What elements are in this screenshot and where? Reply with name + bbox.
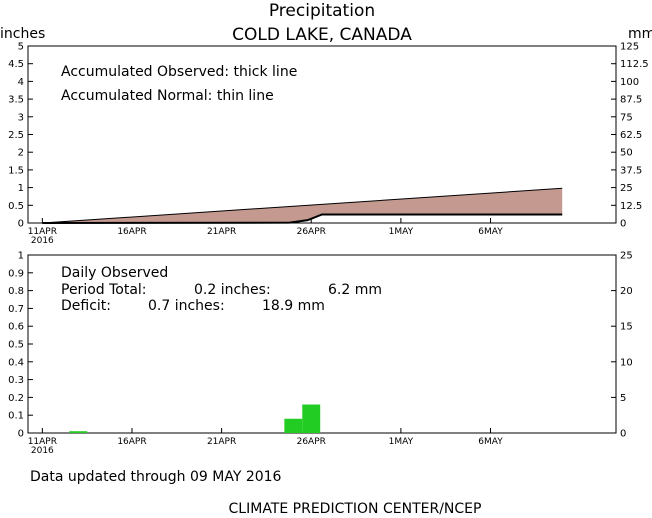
chart-title: Precipitation (269, 1, 375, 21)
acc-left-tick-label: 0.5 (8, 201, 24, 212)
daily-x-tick-label: 26APR (297, 437, 326, 447)
daily-x-tick-label: 6MAY (478, 437, 503, 447)
annotation-observed: Accumulated Observed: thick line (61, 64, 297, 80)
acc-left-tick-label: 2.5 (8, 130, 24, 141)
daily-bar (69, 431, 88, 433)
daily-panel: 00.10.20.30.40.50.60.70.80.9105101520251… (8, 251, 633, 457)
deficit-label: Deficit: (61, 298, 111, 314)
daily-right-tick-label: 15 (620, 322, 633, 333)
daily-left-tick-label: 1 (18, 251, 24, 262)
acc-left-tick-label: 3.5 (8, 95, 24, 106)
annotation-normal: Accumulated Normal: thin line (61, 88, 274, 104)
deficit-mm: 18.9 mm (262, 298, 325, 314)
chart-location: COLD LAKE, CANADA (232, 25, 412, 45)
daily-left-tick-label: 0.4 (8, 357, 24, 368)
daily-right-tick-label: 5 (620, 393, 626, 404)
acc-left-tick-label: 1.5 (8, 165, 24, 176)
acc-left-tick-label: 4.5 (8, 59, 24, 70)
period-total-mm: 6.2 mm (328, 282, 382, 298)
accumulated-panel: 00.511.522.533.544.55012.52537.55062.575… (8, 42, 649, 247)
daily-left-tick-label: 0 (18, 429, 24, 440)
daily-right-tick-label: 20 (620, 286, 633, 297)
daily-left-tick-label: 0.8 (8, 286, 24, 297)
accumulated-observed-line (42, 213, 563, 224)
acc-right-tick-label: 112.5 (620, 59, 649, 70)
daily-observed-title: Daily Observed (61, 265, 168, 281)
deficit-inches: 0.7 inches: (148, 298, 225, 314)
acc-right-tick-label: 100 (620, 77, 639, 88)
acc-right-tick-label: 75 (620, 112, 633, 123)
acc-right-tick-label: 125 (620, 42, 639, 53)
daily-x-tick-label: 21APR (207, 437, 236, 447)
credit-footer: CLIMATE PREDICTION CENTER/NCEP (229, 501, 482, 517)
daily-right-tick-label: 25 (620, 251, 633, 262)
acc-left-tick-label: 4 (18, 77, 24, 88)
acc-left-tick-label: 1 (18, 183, 24, 194)
acc-x-year-label: 2016 (31, 236, 54, 246)
daily-x-tick-label: 16APR (117, 437, 146, 447)
daily-x-tick-label: 1MAY (389, 437, 414, 447)
acc-x-tick-label: 21APR (207, 227, 236, 237)
period-total-label: Period Total: (61, 282, 147, 298)
acc-left-tick-label: 2 (18, 148, 24, 159)
acc-x-tick-label: 26APR (297, 227, 326, 237)
updated-footer: Data updated through 09 MAY 2016 (30, 469, 282, 485)
acc-x-tick-label: 16APR (117, 227, 146, 237)
acc-right-tick-label: 0 (620, 219, 626, 230)
acc-right-tick-label: 37.5 (620, 165, 642, 176)
daily-left-tick-label: 0.5 (8, 340, 24, 351)
acc-right-tick-label: 62.5 (620, 130, 642, 141)
daily-left-tick-label: 0.3 (8, 375, 24, 386)
daily-bar (302, 404, 321, 433)
daily-right-tick-label: 10 (620, 357, 633, 368)
daily-left-tick-label: 0.9 (8, 268, 24, 279)
acc-right-tick-label: 25 (620, 183, 633, 194)
acc-left-tick-label: 5 (18, 42, 24, 53)
period-total-inches: 0.2 inches: (194, 282, 271, 298)
acc-x-tick-label: 6MAY (478, 227, 503, 237)
acc-right-tick-label: 50 (620, 148, 633, 159)
daily-right-tick-label: 0 (620, 429, 626, 440)
daily-left-tick-label: 0.2 (8, 393, 24, 404)
units-left-label: inches (0, 26, 45, 42)
daily-left-tick-label: 0.6 (8, 322, 24, 333)
daily-bar (284, 418, 303, 433)
acc-x-tick-label: 1MAY (389, 227, 414, 237)
daily-left-tick-label: 0.1 (8, 411, 24, 422)
acc-left-tick-label: 3 (18, 112, 24, 123)
accumulated-normal-line (42, 187, 563, 224)
acc-right-tick-label: 12.5 (620, 201, 642, 212)
units-right-label: mm (628, 26, 652, 42)
acc-left-tick-label: 0 (18, 219, 24, 230)
acc-x-tick-label: 11APR (28, 227, 57, 237)
daily-x-tick-label: 11APR (28, 437, 57, 447)
daily-x-year-label: 2016 (31, 446, 54, 456)
daily-left-tick-label: 0.7 (8, 304, 24, 315)
acc-right-tick-label: 87.5 (620, 95, 642, 106)
